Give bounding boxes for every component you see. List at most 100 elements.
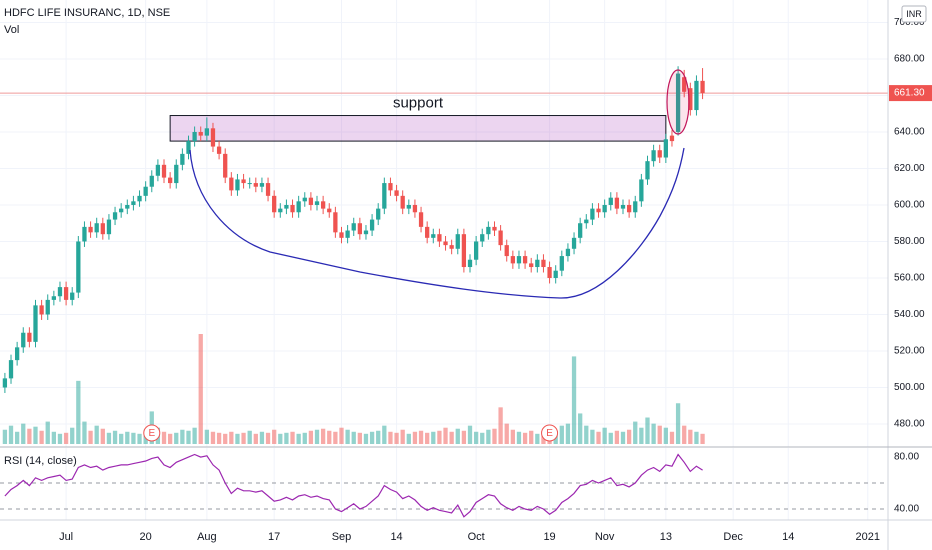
volume-bar [174, 432, 179, 444]
candle-body [351, 223, 356, 231]
candle-body [265, 183, 271, 196]
volume-bar [663, 427, 668, 444]
volume-bar [590, 429, 595, 444]
candle-body [584, 219, 589, 224]
candle-body [541, 259, 546, 268]
volume-bar [125, 431, 130, 444]
candle-body [376, 208, 381, 220]
breakout-ellipse [666, 69, 690, 135]
candle-body [345, 230, 350, 238]
candle-body [382, 183, 387, 209]
y-tick-label: 600.00 [894, 200, 925, 211]
candle-body [223, 153, 228, 178]
candle-body [259, 183, 265, 187]
candle-body [204, 128, 209, 136]
candle-body [645, 161, 650, 180]
candle-body [559, 256, 564, 271]
volume-bar [235, 433, 240, 444]
volume-bar [320, 428, 326, 444]
volume-bar [131, 432, 136, 444]
candle-body [57, 287, 63, 297]
volume-bar [265, 432, 271, 444]
candle-body [700, 80, 705, 94]
volume-bar [33, 426, 38, 444]
volume-bar [571, 356, 577, 444]
candle-body [535, 259, 540, 268]
volume-bar [241, 432, 246, 444]
candle-body [186, 141, 191, 154]
volume-bar [180, 429, 185, 444]
candle-body [633, 201, 638, 213]
currency: INR [906, 9, 922, 19]
support-zone [169, 115, 667, 142]
candle-body [553, 270, 558, 278]
candle-body [443, 241, 448, 246]
volume-bar [651, 423, 656, 444]
candle-body [63, 287, 69, 300]
y-tick-label: 540.00 [894, 309, 925, 320]
volume-bar [2, 429, 8, 444]
candle-body [682, 77, 687, 92]
earnings-marker [541, 424, 559, 442]
volume-bar [210, 431, 216, 444]
volume-bar [369, 431, 375, 444]
candle-body [14, 347, 20, 361]
candle-body [461, 234, 467, 268]
candle-body [180, 153, 185, 165]
candle-body [302, 197, 307, 202]
x-tick-label: 17 [268, 531, 280, 543]
candle-body [88, 226, 93, 233]
x-tick-label: Jul [59, 531, 73, 543]
candle-body [529, 263, 534, 268]
candle-body [510, 256, 515, 264]
volume-bar [486, 429, 491, 444]
candle-body [473, 241, 479, 260]
volume-bar [614, 430, 620, 444]
x-tick-label: Dec [723, 531, 743, 543]
volume-bar [167, 433, 173, 444]
volume-bar [376, 430, 381, 444]
candle-body [651, 150, 656, 162]
volume-bar [247, 430, 252, 444]
candle-body [253, 183, 258, 187]
volume-bar [535, 433, 540, 444]
volume-bar [198, 334, 203, 444]
candle-body [167, 177, 173, 184]
candle-body [278, 208, 283, 213]
volume-bar [333, 431, 338, 444]
x-tick-label: Sep [332, 531, 352, 543]
candle-body [100, 223, 105, 235]
candle-body [272, 195, 277, 213]
x-tick-label: 2021 [856, 531, 880, 543]
volume-bar [388, 431, 393, 444]
candle-body [327, 208, 332, 213]
candle-body [608, 197, 613, 205]
y-tick-label: 580.00 [894, 236, 925, 247]
candle-body [406, 204, 411, 209]
earnings-label: E [148, 428, 155, 439]
candle-body [314, 201, 320, 205]
y-tick-label: 480.00 [894, 419, 925, 430]
rsi-tick-label: 80.00 [894, 452, 919, 463]
x-tick-label: Aug [197, 531, 217, 543]
volume-bar [51, 431, 56, 444]
volume-bar [339, 427, 344, 444]
volume-label: Vol [4, 24, 19, 36]
volume-bar [669, 431, 675, 444]
candle-body [418, 212, 424, 227]
candle-body [45, 299, 50, 315]
x-tick-label: Nov [595, 531, 615, 543]
candle-body [284, 204, 289, 209]
candle-body [400, 195, 405, 209]
y-tick-label: 640.00 [894, 127, 925, 138]
candle-body [241, 179, 246, 184]
volume-bar [216, 432, 222, 444]
volume-bar [8, 425, 14, 444]
candle-body [247, 183, 252, 185]
volume-bar [259, 431, 265, 444]
volume-bar [675, 403, 681, 444]
candle-body [51, 296, 56, 300]
currency-box [901, 5, 927, 23]
